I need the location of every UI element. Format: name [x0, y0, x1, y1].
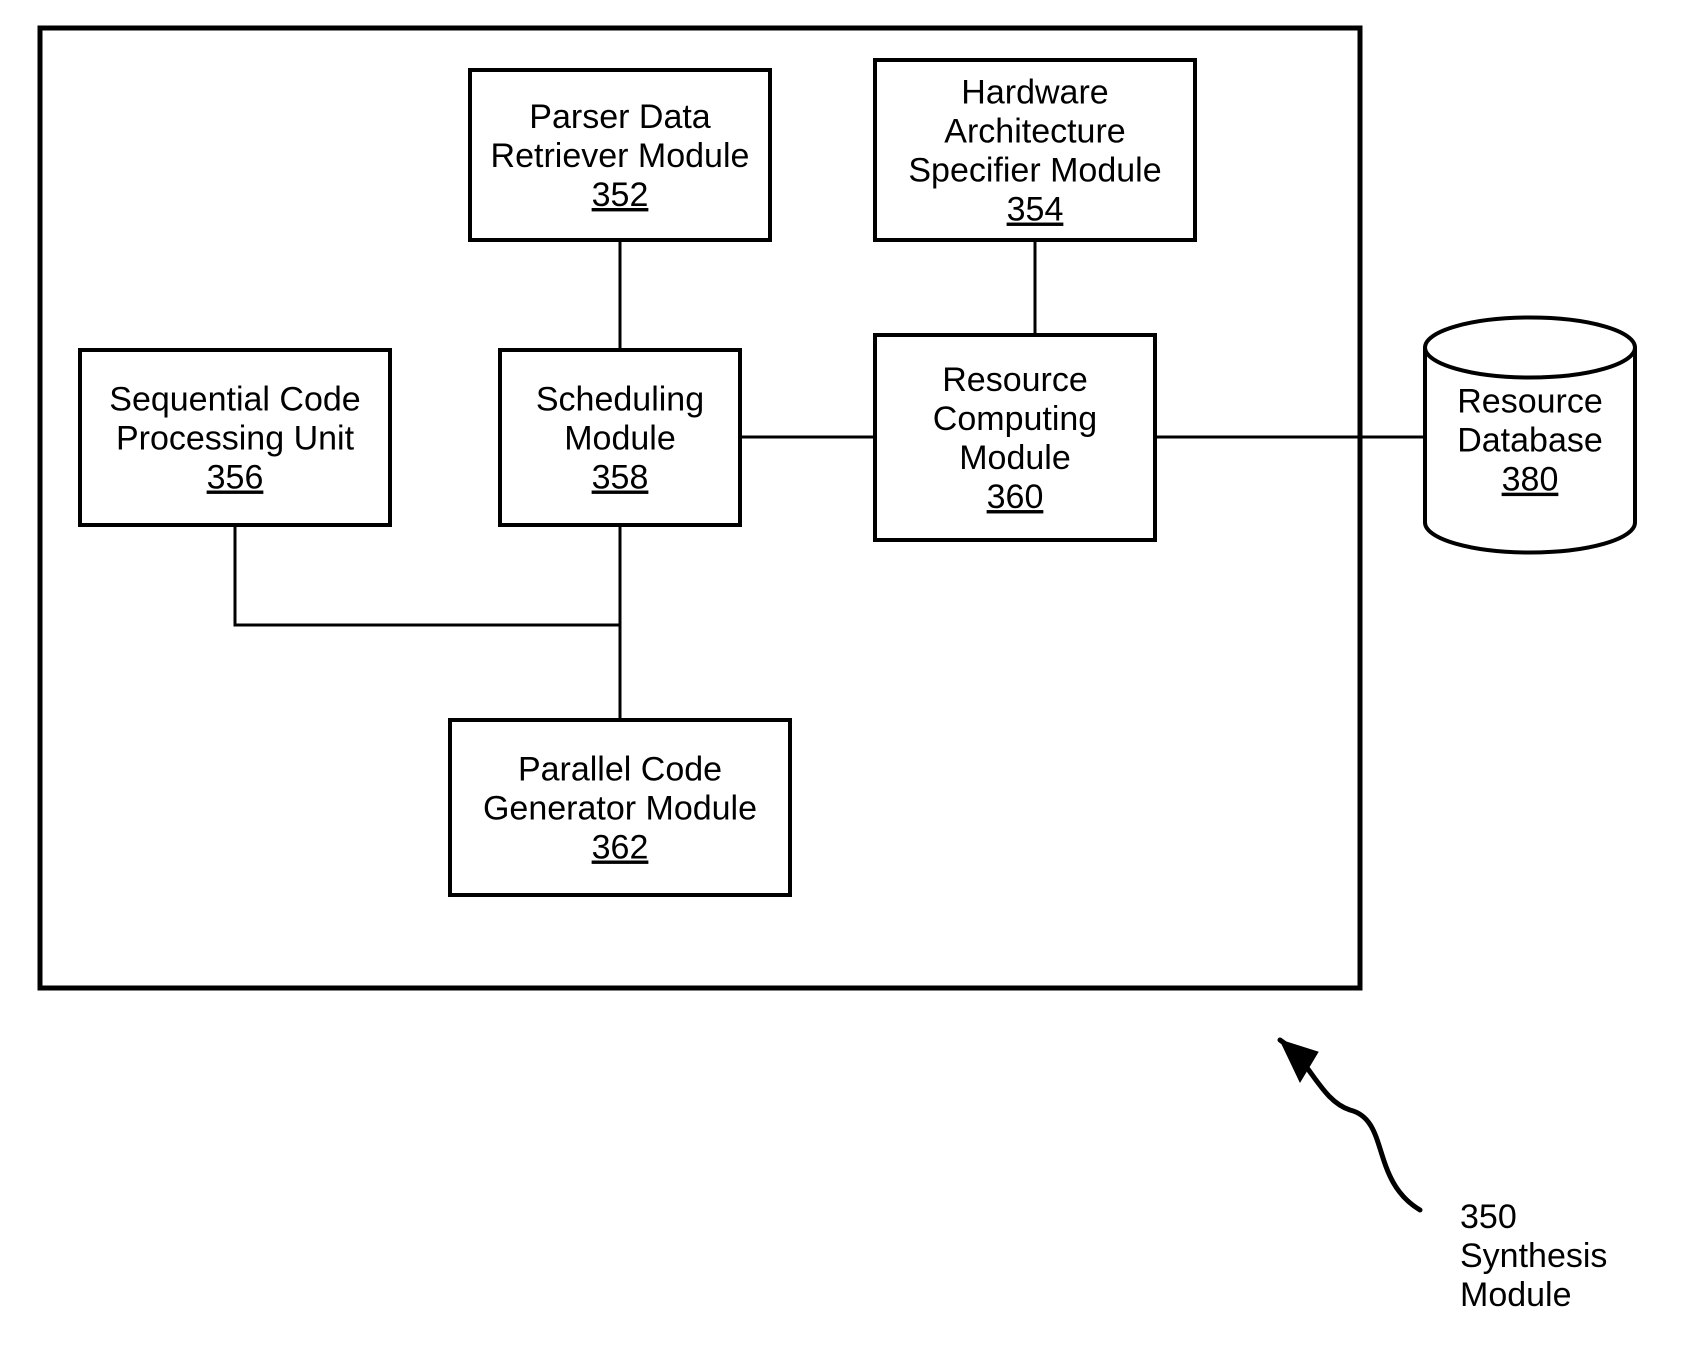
seq-number: 356 [207, 459, 264, 497]
sched-label-0: Scheduling [536, 380, 704, 418]
parser-label-0: Parser Data [529, 98, 710, 136]
resource-number: 360 [987, 478, 1044, 516]
hwarch-label-0: Hardware [961, 73, 1108, 111]
parallel-number: 362 [592, 829, 649, 867]
resource-label-2: Module [959, 439, 1071, 477]
db-label-0: Resource [1457, 383, 1603, 421]
parser-number: 352 [592, 176, 649, 214]
callout-label-2: Module [1460, 1276, 1572, 1314]
seq-label-1: Processing Unit [116, 419, 355, 457]
synthesis-module-diagram: Parser DataRetriever Module352 HardwareAr… [0, 0, 1705, 1352]
db-label-1: Database [1457, 422, 1603, 460]
parallel-label-1: Generator Module [483, 789, 757, 827]
resource-label-1: Computing [933, 400, 1097, 438]
callout-label-1: Synthesis [1460, 1237, 1607, 1275]
seq-label-0: Sequential Code [109, 380, 360, 418]
sched-number: 358 [592, 459, 649, 497]
sched-label-1: Module [564, 419, 676, 457]
hwarch-label-2: Specifier Module [908, 151, 1161, 189]
hwarch-number: 354 [1007, 191, 1064, 229]
hwarch-label-1: Architecture [944, 112, 1125, 150]
edge-sched-parallel_via_seq [235, 525, 620, 625]
db-number: 380 [1502, 461, 1559, 499]
db-top [1425, 318, 1635, 378]
parallel-label-0: Parallel Code [518, 750, 722, 788]
resource-label-0: Resource [942, 361, 1088, 399]
parser-label-1: Retriever Module [491, 137, 750, 175]
callout-label-0: 350 [1460, 1198, 1517, 1236]
